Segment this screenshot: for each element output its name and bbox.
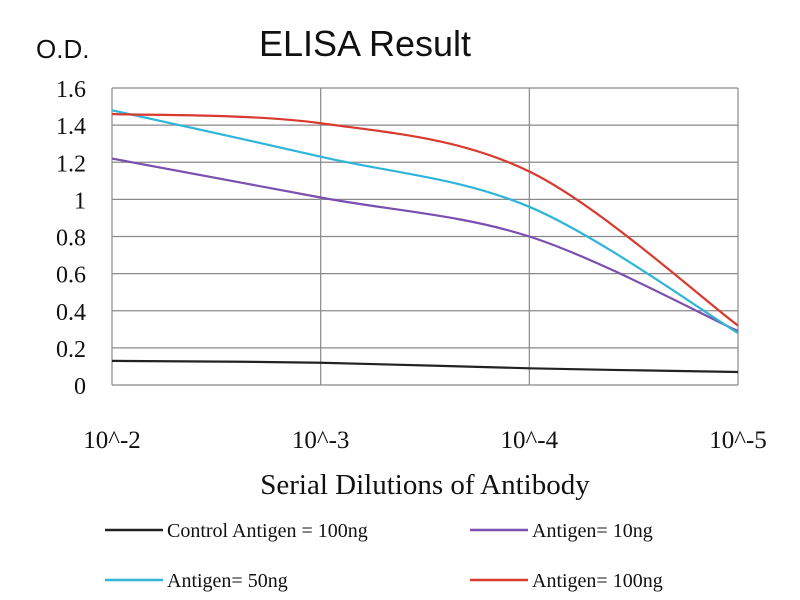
series-lines <box>111 109 739 374</box>
y-tick-label: 1.4 <box>56 114 86 140</box>
grid <box>111 87 739 386</box>
legend-label: Antigen= 10ng <box>532 520 653 542</box>
y-tick-label: 1.2 <box>56 151 86 177</box>
y-tick-label: 0.4 <box>56 300 86 326</box>
y-tick-label: 0.8 <box>56 226 86 252</box>
legend-label: Antigen= 100ng <box>532 570 663 592</box>
x-tick-labels: 10^-2 10^-3 10^-4 10^-5 <box>83 427 767 454</box>
x-tick-label: 10^-5 <box>709 427 767 454</box>
legend-label: Control Antigen = 100ng <box>167 520 368 542</box>
legend: Control Antigen = 100ng Antigen= 10ng Anti… <box>105 520 663 592</box>
chart-title: ELISA Result <box>259 23 471 64</box>
x-axis-label: Serial Dilutions of Antibody <box>260 469 590 501</box>
x-tick-label: 10^-3 <box>292 427 350 454</box>
y-tick-label: 0 <box>74 374 86 400</box>
legend-label: Antigen= 50ng <box>167 570 288 592</box>
y-tick-labels: 0 0.2 0.4 0.6 0.8 1 1.2 1.4 1.6 <box>56 77 86 400</box>
series-line-3 <box>111 112 739 327</box>
y-tick-label: 1 <box>74 188 86 214</box>
series-line-2 <box>111 109 739 334</box>
x-tick-label: 10^-2 <box>83 427 141 454</box>
x-tick-label: 10^-4 <box>501 427 559 454</box>
series-line-1 <box>111 157 739 333</box>
y-axis-label: O.D. <box>36 34 89 64</box>
y-tick-label: 0.6 <box>56 263 86 289</box>
y-tick-label: 0.2 <box>56 337 86 363</box>
y-tick-label: 1.6 <box>56 77 86 103</box>
series-line-0 <box>111 359 739 374</box>
